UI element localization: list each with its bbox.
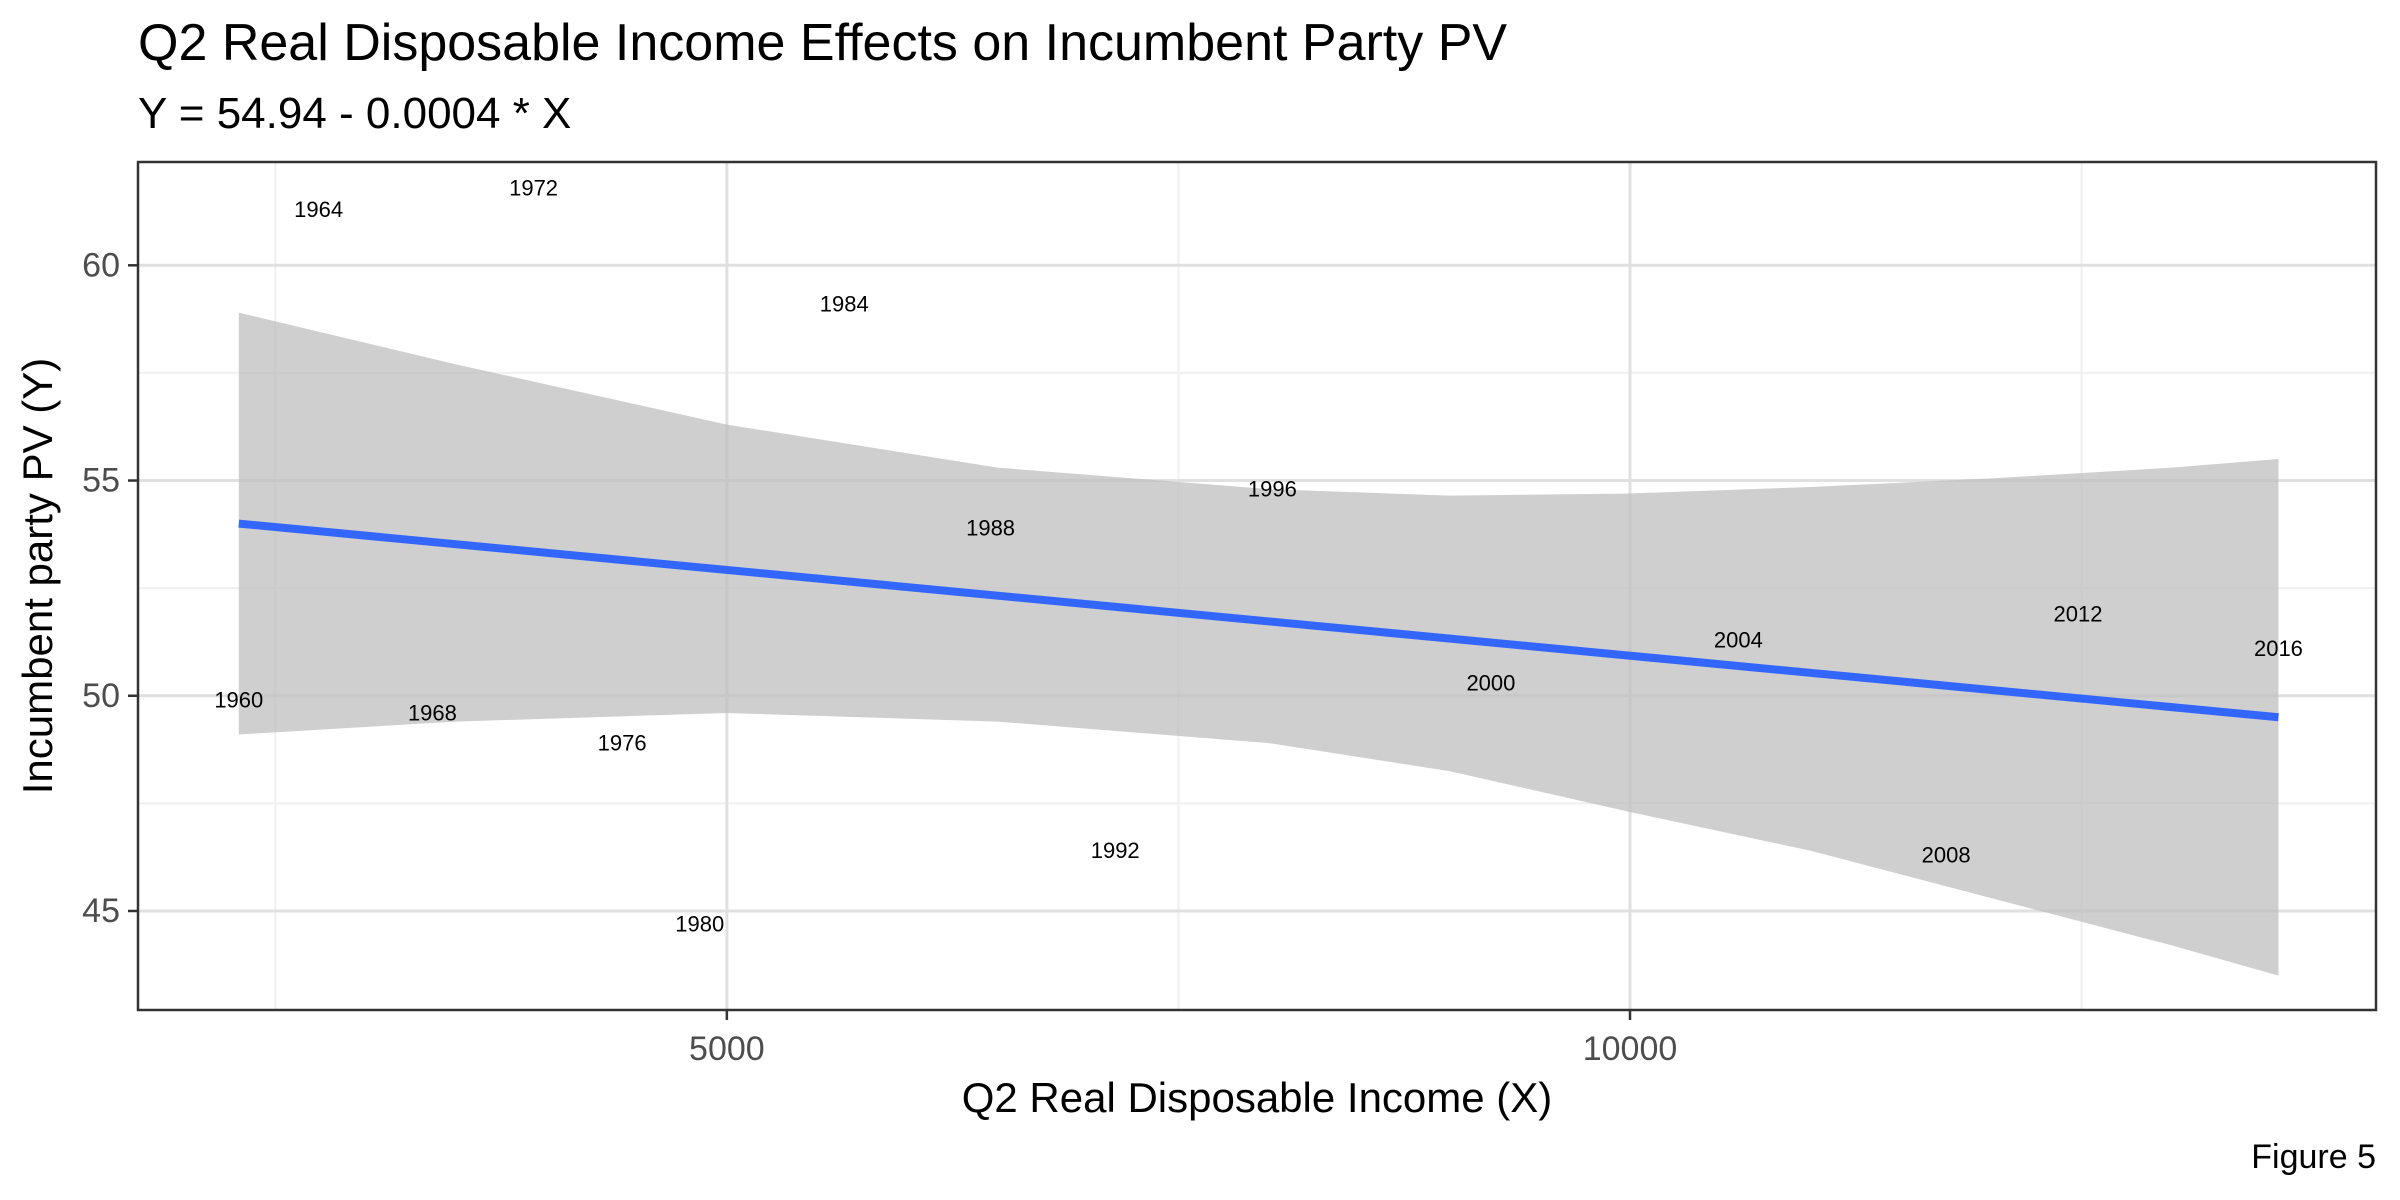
x-axis-title: Q2 Real Disposable Income (X)	[962, 1074, 1553, 1121]
x-axis: 5000 10000	[689, 1010, 1677, 1068]
point-label-1988: 1988	[966, 515, 1015, 540]
chart-title: Q2 Real Disposable Income Effects on Inc…	[138, 14, 1507, 72]
point-label-1972: 1972	[509, 175, 558, 200]
y-axis-title: Incumbent party PV (Y)	[14, 358, 61, 795]
point-label-2000: 2000	[1466, 670, 1515, 695]
y-tick-label: 50	[82, 677, 120, 715]
plot-panel: 1960 1964 1968 1972 1976 1980 1984 1988 1992 1996…	[136, 160, 2378, 1012]
regression-line	[238, 519, 2279, 722]
point-label-1992: 1992	[1091, 838, 1140, 863]
chart-subtitle: Y = 54.94 - 0.0004 * X	[138, 89, 571, 138]
point-label-1964: 1964	[294, 197, 343, 222]
confidence-band	[238, 312, 2279, 976]
point-label-1968: 1968	[408, 700, 457, 725]
point-label-2012: 2012	[2053, 601, 2102, 626]
point-label-1984: 1984	[820, 292, 869, 317]
point-labels: 1960 1964 1968 1972 1976 1980 1984 1988 1992 1996…	[214, 175, 2303, 936]
x-tick-label: 10000	[1583, 1030, 1678, 1068]
point-label-1996: 1996	[1248, 477, 1297, 502]
y-tick-label: 60	[82, 246, 120, 284]
y-tick-label: 55	[82, 462, 120, 500]
figure-caption: Figure 5	[2251, 1138, 2376, 1176]
point-label-1960: 1960	[214, 688, 263, 713]
x-tick-label: 5000	[689, 1030, 765, 1068]
point-label-2004: 2004	[1714, 627, 1763, 652]
point-label-2016: 2016	[2254, 636, 2303, 661]
y-axis: 45 50 55 60	[82, 246, 138, 930]
panel-border	[136, 160, 2378, 1012]
point-label-1976: 1976	[598, 731, 647, 756]
y-tick-label: 45	[82, 892, 120, 930]
point-label-1980: 1980	[675, 911, 724, 936]
point-label-2008: 2008	[1922, 843, 1971, 868]
